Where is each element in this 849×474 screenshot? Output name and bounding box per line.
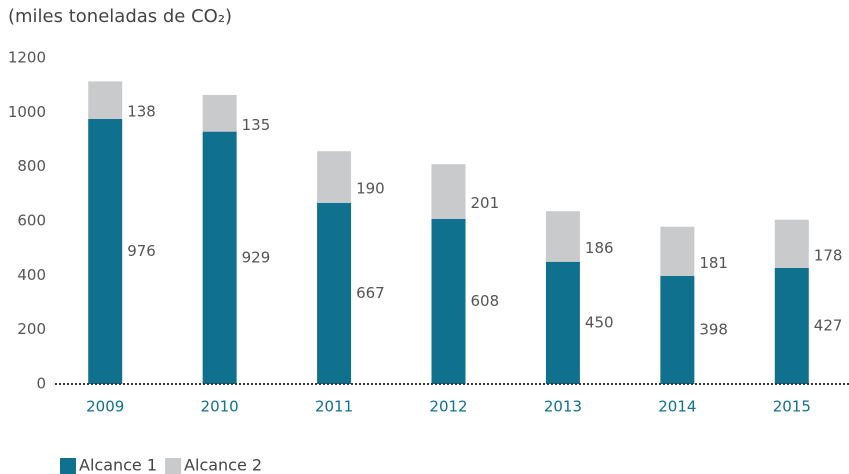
data-label: 186	[585, 239, 614, 257]
x-tick-label: 2013	[544, 398, 582, 416]
legend-swatch	[60, 458, 76, 474]
legend-label: Alcance 1	[79, 456, 157, 474]
bar-segment	[431, 164, 466, 219]
data-label: 929	[242, 248, 271, 266]
x-tick-label: 2010	[201, 398, 239, 416]
chart-subtitle: (miles toneladas de CO₂)	[8, 6, 232, 27]
bar-segment	[774, 219, 809, 268]
y-tick-label: 800	[17, 157, 46, 175]
data-label: 608	[471, 292, 500, 310]
x-tick-label: 2015	[773, 398, 811, 416]
bar-segment	[660, 275, 695, 384]
data-label: 201	[471, 194, 500, 212]
data-label: 667	[356, 284, 385, 302]
bar-segment	[545, 211, 580, 262]
x-tick-label: 2014	[658, 398, 696, 416]
bar-segment	[660, 226, 695, 276]
bar-segment	[88, 118, 123, 384]
bar-segment	[317, 151, 352, 203]
data-label: 181	[699, 254, 728, 272]
data-label: 138	[127, 103, 156, 121]
bar-segment	[202, 94, 237, 132]
legend-swatch	[165, 458, 182, 474]
x-tick-label: 2009	[86, 398, 124, 416]
bar-segment	[88, 81, 123, 119]
y-tick-label: 200	[17, 320, 46, 338]
bar-segment	[202, 131, 237, 384]
y-tick-label: 400	[17, 266, 46, 284]
bar-segment	[317, 202, 352, 384]
bar-segment	[545, 261, 580, 384]
y-tick-label: 1000	[8, 103, 46, 121]
data-label: 178	[814, 246, 843, 264]
data-label: 135	[242, 116, 271, 134]
bar-segment	[774, 267, 809, 384]
data-label: 190	[356, 179, 385, 197]
x-tick-label: 2012	[429, 398, 467, 416]
data-label: 450	[585, 313, 614, 331]
y-tick-label: 600	[17, 212, 46, 230]
data-label: 427	[814, 316, 843, 334]
y-tick-label: 1200	[8, 49, 46, 67]
data-label: 976	[127, 242, 156, 260]
data-label: 398	[699, 320, 728, 338]
bar-segment	[431, 218, 466, 384]
legend-label: Alcance 2	[184, 456, 262, 474]
y-tick-label: 0	[36, 375, 46, 393]
x-tick-label: 2011	[315, 398, 353, 416]
